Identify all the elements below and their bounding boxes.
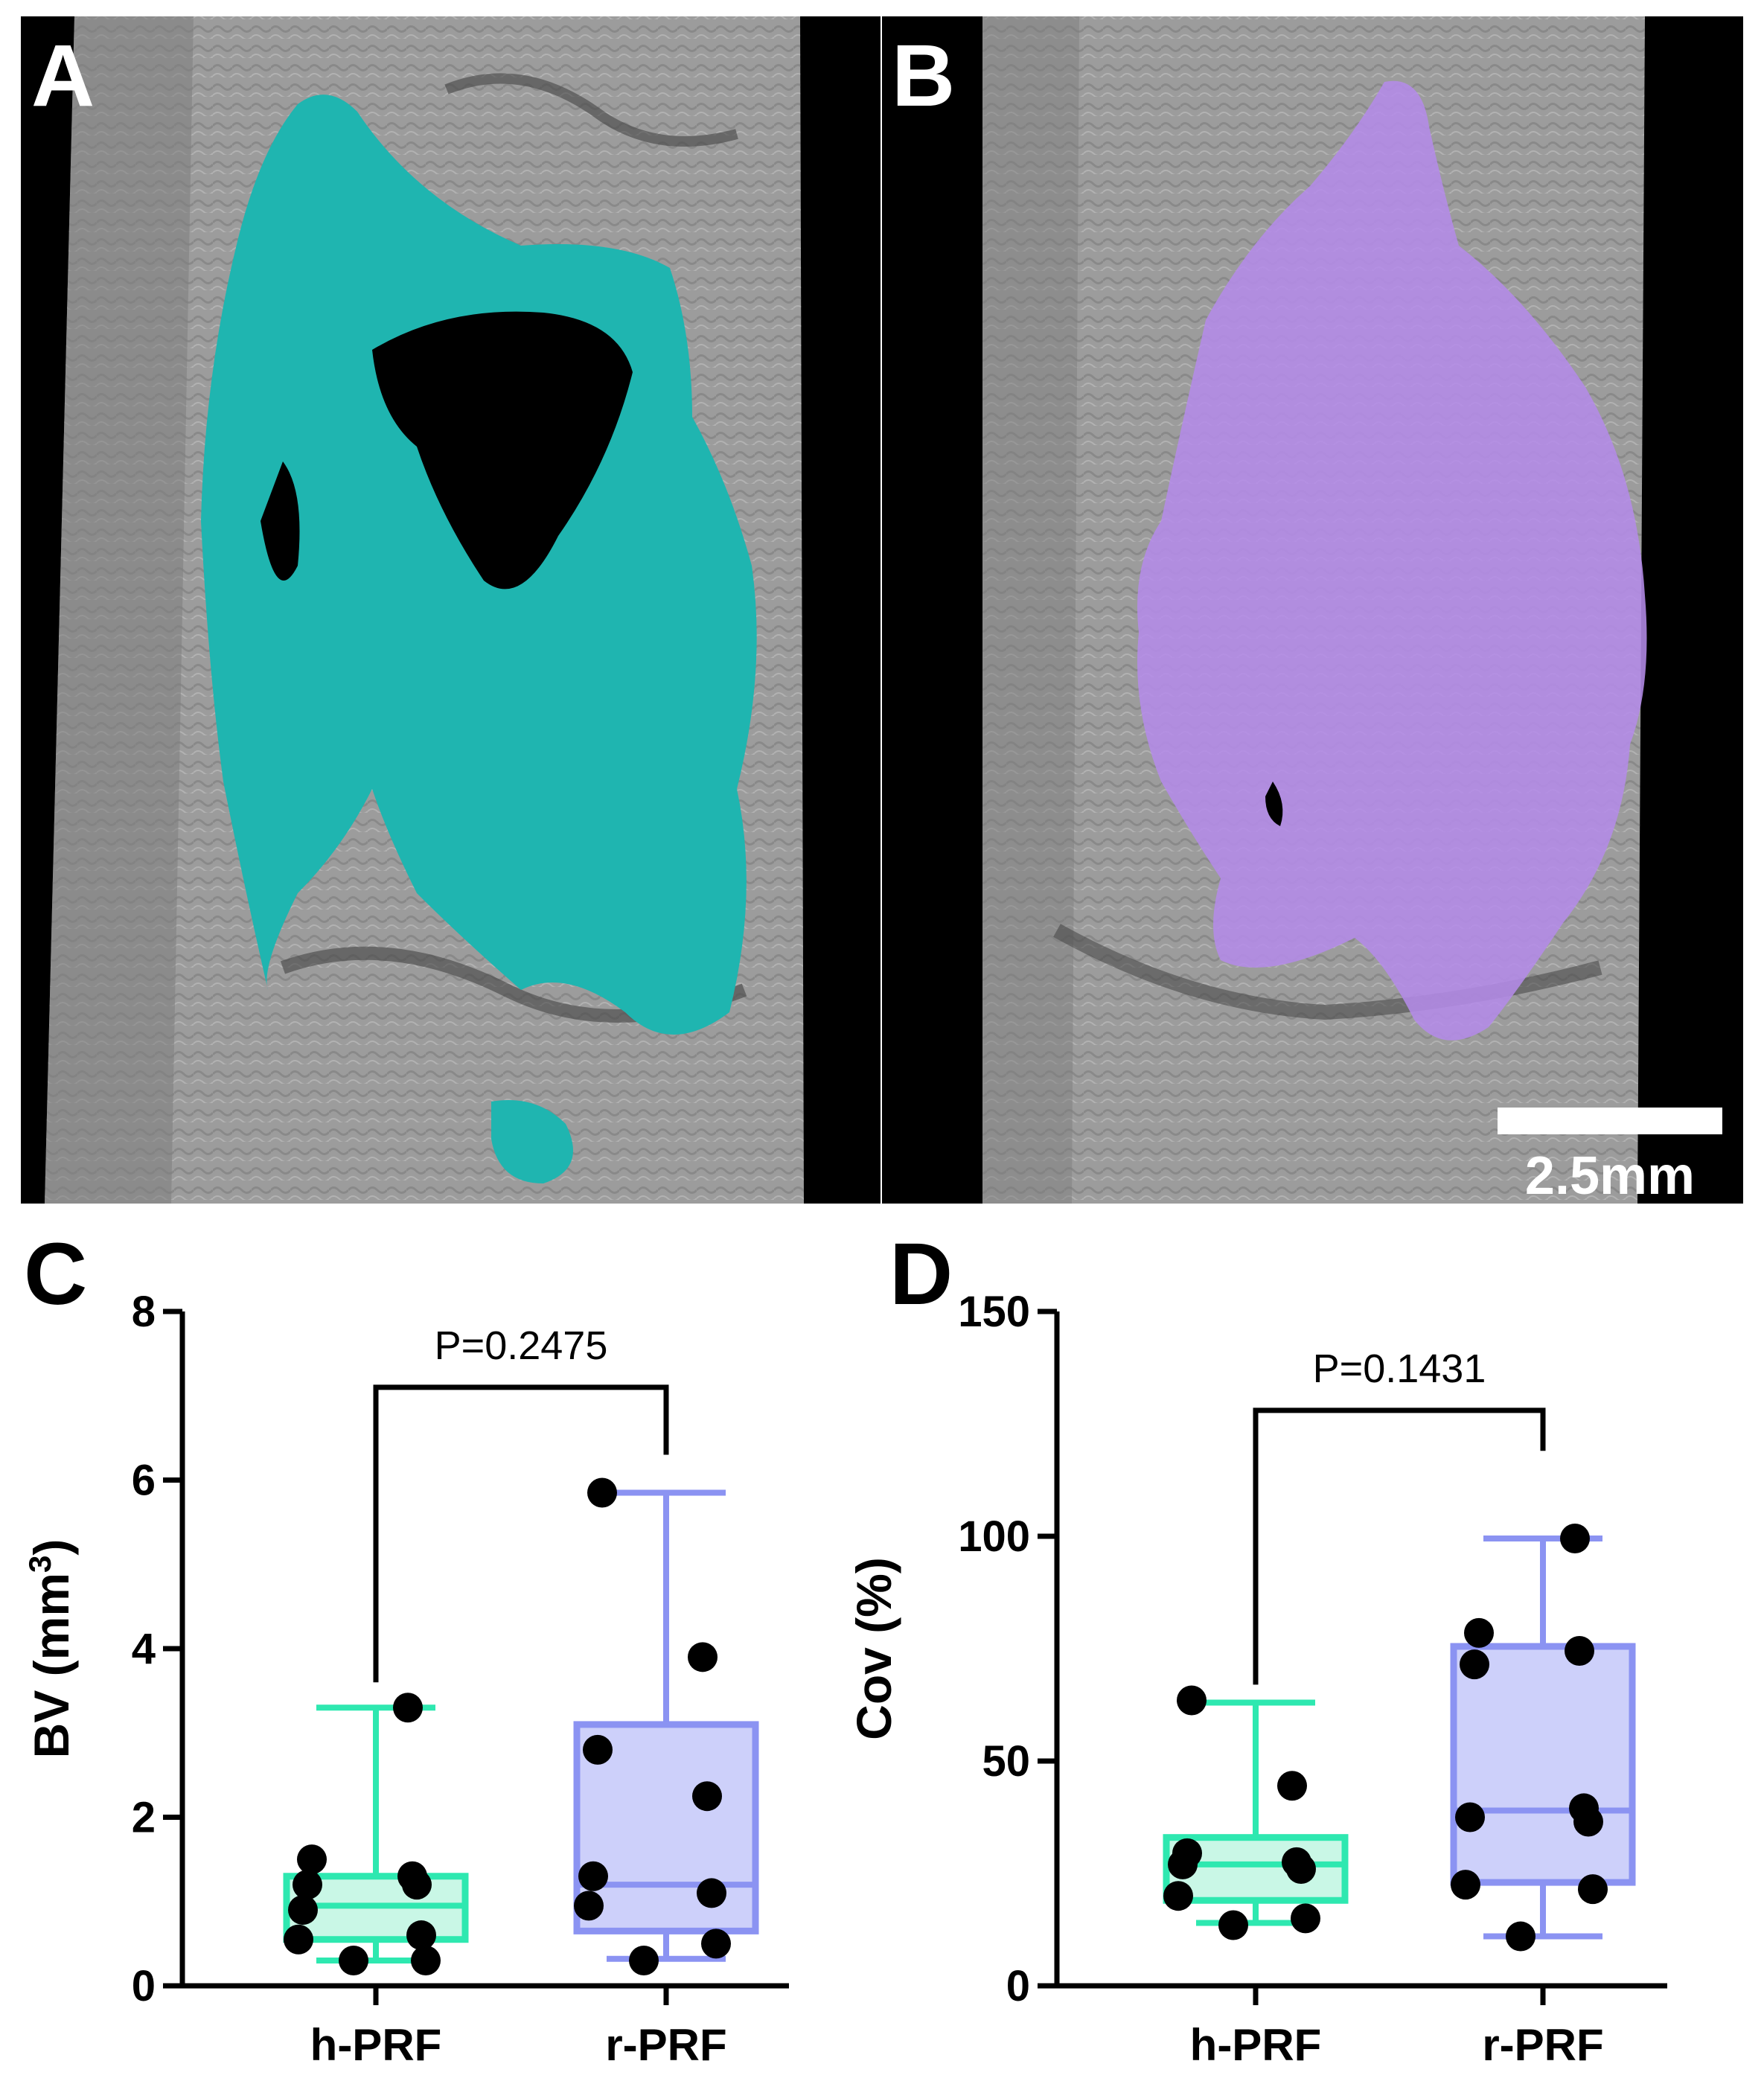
data-point <box>1291 1903 1320 1934</box>
y-tick-label: 2 <box>132 1794 156 1842</box>
panel-a-image: A <box>21 16 881 1204</box>
p-value-label: P=0.1431 <box>1313 1346 1486 1391</box>
data-point <box>339 1946 368 1976</box>
data-point <box>284 1924 313 1955</box>
data-point <box>578 1861 608 1891</box>
data-point <box>1578 1874 1608 1905</box>
panel-d-label: D <box>889 1225 953 1323</box>
significance-bracket <box>1253 1407 1546 1685</box>
y-tick-label: 0 <box>1006 1962 1030 2010</box>
panel-a-label: A <box>31 27 95 125</box>
data-point <box>297 1844 327 1875</box>
panel-b-image: 2.5mm B <box>882 16 1743 1206</box>
data-point <box>587 1477 617 1508</box>
x-category-label: r-PRF <box>605 2020 726 2070</box>
data-point <box>701 1929 731 1959</box>
x-category-label: r-PRF <box>1482 2020 1603 2070</box>
x-category-label: h-PRF <box>1190 2020 1322 2070</box>
y-axis-label: Cov (%) <box>846 1557 901 1740</box>
data-point <box>1177 1685 1207 1716</box>
y-tick-label: 4 <box>132 1625 156 1673</box>
box-iqr <box>1450 1643 1636 1886</box>
data-point <box>1506 1921 1535 1952</box>
y-tick-label: 100 <box>958 1512 1030 1561</box>
data-point <box>411 1946 441 1976</box>
y-tick-label: 0 <box>132 1962 156 2010</box>
y-tick-label: 150 <box>958 1288 1030 1336</box>
data-point <box>574 1891 604 1921</box>
panel-c-label: C <box>24 1225 87 1323</box>
data-point <box>1218 1910 1248 1940</box>
data-point <box>583 1734 613 1765</box>
y-axis-label-superscript: 3 <box>22 1556 57 1573</box>
data-point <box>393 1693 423 1723</box>
purple-segmentation <box>1137 80 1647 1041</box>
data-point <box>629 1946 659 1976</box>
panel-b-label: B <box>892 27 955 125</box>
chart-c: 0 2 4 6 8 BV (mm3) h-PRF r-PRF P=0.2475 <box>22 1288 789 2070</box>
y-axis-label: BV (mm3) <box>22 1539 79 1759</box>
p-value-label: P=0.2475 <box>435 1323 608 1368</box>
data-point <box>1569 1793 1599 1824</box>
data-point <box>397 1861 427 1891</box>
data-point <box>1464 1617 1494 1648</box>
chart-d: 0 50 100 150 Cov (%) h-PRF r-PRF P=0.1431 <box>846 1288 1667 2070</box>
data-point <box>1560 1524 1590 1554</box>
data-point <box>688 1642 718 1672</box>
data-point <box>406 1920 436 1951</box>
scale-bar <box>1498 1108 1722 1134</box>
data-point <box>692 1781 722 1812</box>
scale-bar-label: 2.5mm <box>1525 1146 1695 1206</box>
data-point <box>1455 1802 1485 1832</box>
y-axis-label-end: ) <box>24 1539 79 1556</box>
y-tick-label: 6 <box>132 1457 156 1505</box>
data-point <box>1163 1881 1193 1911</box>
data-point <box>1172 1838 1202 1868</box>
data-point <box>1282 1847 1311 1877</box>
data-point <box>288 1895 318 1926</box>
y-axis-label-text: Cov (%) <box>846 1557 901 1740</box>
y-tick-label: 8 <box>132 1288 156 1336</box>
data-point <box>1565 1636 1594 1667</box>
data-point <box>1451 1870 1480 1900</box>
data-point <box>697 1878 726 1908</box>
y-tick-label: 50 <box>982 1737 1030 1786</box>
x-category-label: h-PRF <box>310 2020 442 2070</box>
data-point <box>293 1870 322 1900</box>
data-point <box>1277 1771 1307 1801</box>
y-axis-label-text: BV (mm <box>24 1573 79 1758</box>
significance-bracket <box>373 1384 669 1683</box>
data-point <box>1460 1649 1489 1680</box>
